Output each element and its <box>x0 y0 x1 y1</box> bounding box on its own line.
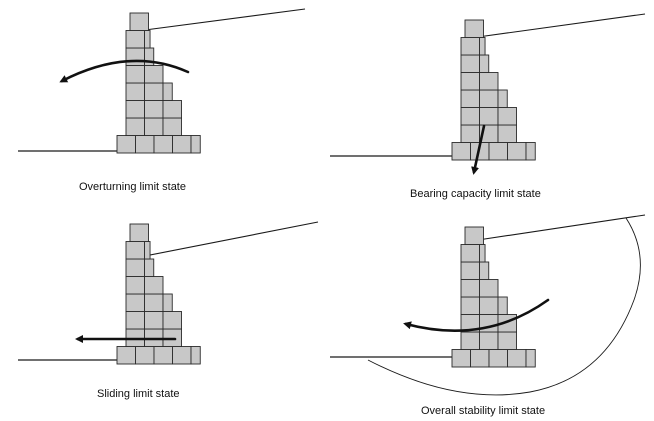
wall-block <box>144 311 164 330</box>
backfill-slope-line <box>477 13 646 38</box>
wall-block <box>497 331 517 350</box>
wall-block <box>144 82 164 101</box>
wall-block <box>479 89 499 108</box>
wall-block <box>125 258 145 277</box>
wall-block <box>125 293 145 312</box>
wall-block <box>464 226 484 245</box>
wall-block <box>129 223 149 242</box>
panel-overall-stability: Overall stability limit state <box>330 214 646 417</box>
wall-block <box>525 349 536 368</box>
wall-block <box>125 65 145 84</box>
panel-overturning: Overturning limit state <box>18 8 306 193</box>
wall-block <box>460 89 480 108</box>
wall-block <box>464 19 484 38</box>
wall-block <box>479 296 499 315</box>
wall-block <box>497 89 508 108</box>
wall-block <box>144 117 164 136</box>
wall-block <box>460 296 480 315</box>
wall-block <box>460 261 480 280</box>
wall-block <box>451 349 471 368</box>
wall-block <box>488 349 508 368</box>
wall-block <box>116 135 136 154</box>
wall-block <box>479 261 490 280</box>
block-wall <box>116 12 201 154</box>
wall-block <box>497 124 517 143</box>
wall-block <box>479 244 486 263</box>
wall-block <box>460 244 480 263</box>
wall-block <box>479 107 499 126</box>
block-wall <box>451 226 536 368</box>
wall-block <box>190 346 201 365</box>
wall-block <box>172 346 192 365</box>
wall-block <box>125 117 145 136</box>
wall-block <box>125 100 145 119</box>
backfill-slope-line <box>477 214 646 241</box>
caption-overturning: Overturning limit state <box>79 181 186 193</box>
wall-block <box>125 311 145 330</box>
wall-block <box>190 135 201 154</box>
wall-block <box>144 241 151 260</box>
panel-sliding: Sliding limit state <box>18 221 319 400</box>
caption-overall: Overall stability limit state <box>421 405 545 417</box>
wall-block <box>162 82 173 101</box>
caption-bearing: Bearing capacity limit state <box>410 188 541 200</box>
wall-block <box>116 346 136 365</box>
wall-block <box>470 349 490 368</box>
overturning-arrow <box>59 59 190 83</box>
wall-block <box>162 100 182 119</box>
block-wall <box>451 19 536 161</box>
wall-block <box>460 54 480 73</box>
wall-block <box>144 276 164 295</box>
wall-block <box>460 279 480 298</box>
wall-block <box>507 349 527 368</box>
wall-block <box>162 311 182 330</box>
backfill-slope-line <box>144 221 319 257</box>
wall-block <box>460 124 480 143</box>
wall-block <box>144 100 164 119</box>
wall-block <box>135 135 155 154</box>
backfill-slope-line <box>144 8 306 31</box>
wall-block <box>479 72 499 91</box>
panel-bearing-capacity: Bearing capacity limit state <box>330 13 646 200</box>
wall-block <box>125 241 145 260</box>
wall-block <box>497 296 508 315</box>
wall-block <box>162 117 182 136</box>
wall-block <box>479 279 499 298</box>
wall-block <box>162 293 173 312</box>
wall-block <box>451 142 471 161</box>
wall-block <box>479 54 490 73</box>
wall-block <box>488 142 508 161</box>
wall-block <box>144 293 164 312</box>
wall-block <box>460 37 480 56</box>
wall-block <box>125 30 145 49</box>
block-wall <box>116 223 201 365</box>
bearing-arrow <box>471 124 486 175</box>
wall-block <box>460 72 480 91</box>
wall-block <box>460 107 480 126</box>
slip-surface-arc <box>367 217 641 396</box>
wall-block <box>125 47 145 66</box>
caption-sliding: Sliding limit state <box>97 388 180 400</box>
wall-block <box>479 37 486 56</box>
wall-block <box>497 107 517 126</box>
wall-block <box>153 346 173 365</box>
wall-block <box>125 276 145 295</box>
wall-block <box>153 135 173 154</box>
wall-block <box>125 82 145 101</box>
wall-block <box>144 65 164 84</box>
wall-block <box>172 135 192 154</box>
wall-block <box>144 258 155 277</box>
wall-block <box>135 346 155 365</box>
wall-block <box>460 331 480 350</box>
wall-block <box>144 30 151 49</box>
wall-block <box>525 142 536 161</box>
overall-stability-arrow <box>403 298 550 332</box>
wall-block <box>129 12 149 31</box>
wall-block <box>507 142 527 161</box>
wall-block <box>479 331 499 350</box>
